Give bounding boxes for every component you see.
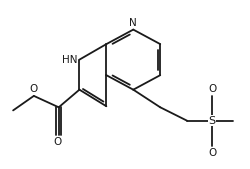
Text: O: O [54,137,62,147]
Text: O: O [30,84,38,94]
Text: HN: HN [62,55,78,65]
Text: S: S [208,116,216,126]
Text: O: O [208,84,216,94]
Text: O: O [208,148,216,158]
Text: N: N [130,18,137,28]
